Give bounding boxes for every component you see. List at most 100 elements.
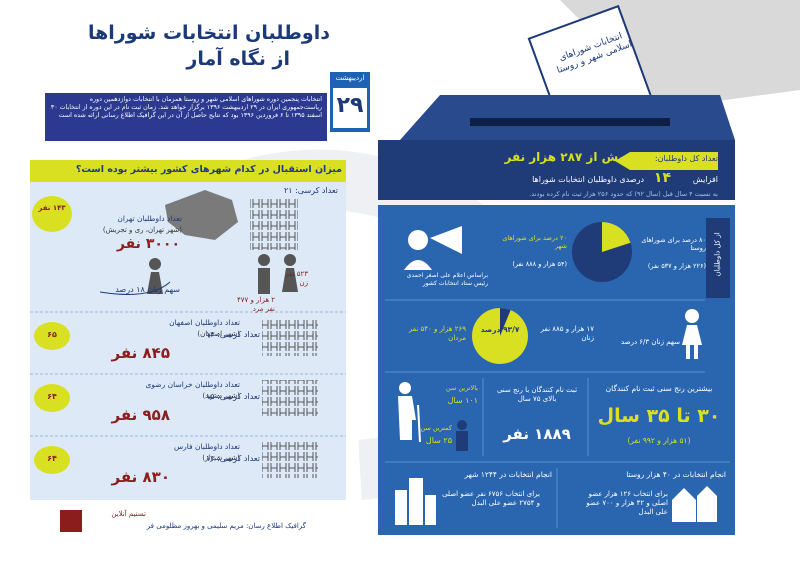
badge [32,196,72,232]
city-seats: تعداد کرسی: ۱۵ [205,392,260,401]
age-range: ۳۰ تا ۳۵ سال [597,405,721,427]
pencil [615,152,718,170]
box-top [400,95,735,140]
woman-icon [682,325,702,359]
subtitle: از نگاه آمار [186,48,290,70]
villages-detail: برای انتخاب ۱۲۶ هزار عضو اصلی و ۴۲ هزار … [586,490,668,516]
building-icon [409,478,423,525]
seat-grid [262,442,318,478]
city-badge: ۱۴۳ نفر [38,204,66,212]
old-man-icon [398,396,416,440]
question: میزان استقبال در کدام شهرهای کشور بیشتر … [75,164,342,175]
men-percent: ۹۳/۷ درصد [480,325,520,334]
over75-label: ثبت نام کنندگان با رنج سنی بالای ۷۵ سال [496,386,578,403]
date-month: اردیبهشت [335,74,365,82]
old-man-icon [399,382,411,394]
footer-credits: گرافیک اطلاع رسان: مریم سلیمی و بهروز مظ… [146,522,306,530]
city-badge: ۶۴ [47,454,57,463]
calendar-page [333,88,367,128]
pie-slice [500,308,511,336]
cities-detail: برای انتخاب ۶۷۵۶ نفر عضو اصلی و ۲۷۵۴ عضو… [442,490,540,507]
tehran-men: ۲ هزار و ۴۷۷ نفر مرد [237,296,275,313]
tehran-women-share: سهم زنان ۱۸ درصد [115,285,180,294]
footer-source: تسنیم آنلاین [111,510,146,518]
badge [34,384,70,412]
total-note: به نسبت ۴ سال قبل (سال ۹۲) که حدود ۲۵۶ ه… [529,190,718,198]
badge [34,322,70,350]
increase-value: ۱۴ [653,170,671,186]
date-day: ۲۹ [336,93,364,118]
arrow [99,281,171,295]
person-icon [404,260,432,270]
woman-icon [685,309,699,323]
city-area: (شهر اصفهان) [197,330,240,338]
city-area: (شهر تهران، ری و تجریش) [102,226,182,234]
slot [470,118,670,126]
man-icon [258,268,270,294]
city-count: ۳۰۰۰ نفر [116,236,180,252]
intro-banner [45,93,327,141]
women-share: سهم زنان ۶/۳ درصد [620,338,680,346]
cities-title: انجام انتخابات در ۱۲۴۴ شهر [464,470,552,479]
city-name: تعداد داوطلبان اصفهان [169,318,240,327]
city-count: ۸۴۵ نفر [111,344,170,362]
men-count: ۲۶۹ هزار و ۵۴۰ نفر مردان [408,325,466,342]
question-bar [30,160,346,182]
house-icon [697,486,717,522]
house-icon [672,488,696,522]
child-icon [457,420,467,430]
city-seats: تعداد کرسی: ۲۱ [283,186,338,195]
seat-grid [262,320,318,356]
city-seats: تعداد کرسی: ۱۳ [205,454,260,463]
pie-slice [602,222,631,252]
seat-grid [262,380,318,416]
title: داوطلبان انتخابات شوراها [87,22,330,44]
increase-suffix: درصدی داوطلبان انتخابات شوراها [532,175,644,184]
tehran-map [165,190,238,240]
city-count: ۹۵۸ نفر [111,406,170,424]
seat-grid [250,198,298,250]
building-icon [395,490,407,525]
woman-icon [149,258,161,270]
over75: ۱۸۸۹ نفر [503,425,571,443]
intro-text: انتخابات پنجمین دوره شوراهای اسلامی شهر … [50,96,322,119]
man-icon [258,254,270,266]
source-note: براساس اعلام علی اصغر احمدی رئیس ستاد ان… [406,272,488,287]
villages-title: انجام انتخابات در ۴۰ هزار روستا [626,470,726,479]
city-count: ۸۳۰ نفر [111,468,170,486]
range-label: بیشترین رنج سنی ثبت نام کنندگان [605,384,713,393]
person-icon [408,230,428,250]
city-share: ۲۰ درصد برای شوراهای شهر [502,234,567,251]
woman-icon [284,254,296,266]
city-name: تعداد داوطلبان خراسان رضوی [145,380,240,389]
city-name: تعداد داوطلبان تهران [117,214,182,223]
megaphone [430,226,462,254]
village-count: (۲۲۶ هزار و ۵۳۷ نفر) [647,262,706,270]
village-share: ۸۰ درصد برای شوراهای روستا [641,236,706,253]
increase-prefix: افزایش [692,175,718,184]
woman-icon [282,268,298,292]
youngest-label: کمترین سن [420,424,452,432]
building-icon [425,495,436,525]
city-badge: ۶۴ [47,392,57,401]
total-value: بیش از ۲۸۷ هزار نفر [504,150,628,164]
city-name: تعداد داوطلبان فارس [173,442,240,451]
city-count: (۵۴ هزار و ۸۸۸ نفر) [512,260,567,268]
city-badge: ۶۵ [47,330,57,339]
tehran-women: ۵۲۳ نفر زن [285,270,308,287]
logo [60,510,82,532]
cane [417,404,421,443]
youngest: ۲۵ سال [425,436,452,445]
child-icon [456,431,468,451]
city-area: (شهر مشهد) [202,392,240,400]
side-tab [706,218,730,298]
oldest-label: بالاترین سن [445,384,478,392]
range-count: (۵۱ هزار و ۹۹۲ نفر) [627,436,691,445]
city-seats: تعداد کرسی: ۱۳ [205,330,260,339]
side-label: از کل داوطلبان [713,232,722,277]
oldest: ۱۰۱ سال [447,396,478,405]
women-count: ۱۷ هزار و ۸۸۵ نفر زنان [540,325,594,342]
city-area: (شهر شیراز) [202,454,240,462]
